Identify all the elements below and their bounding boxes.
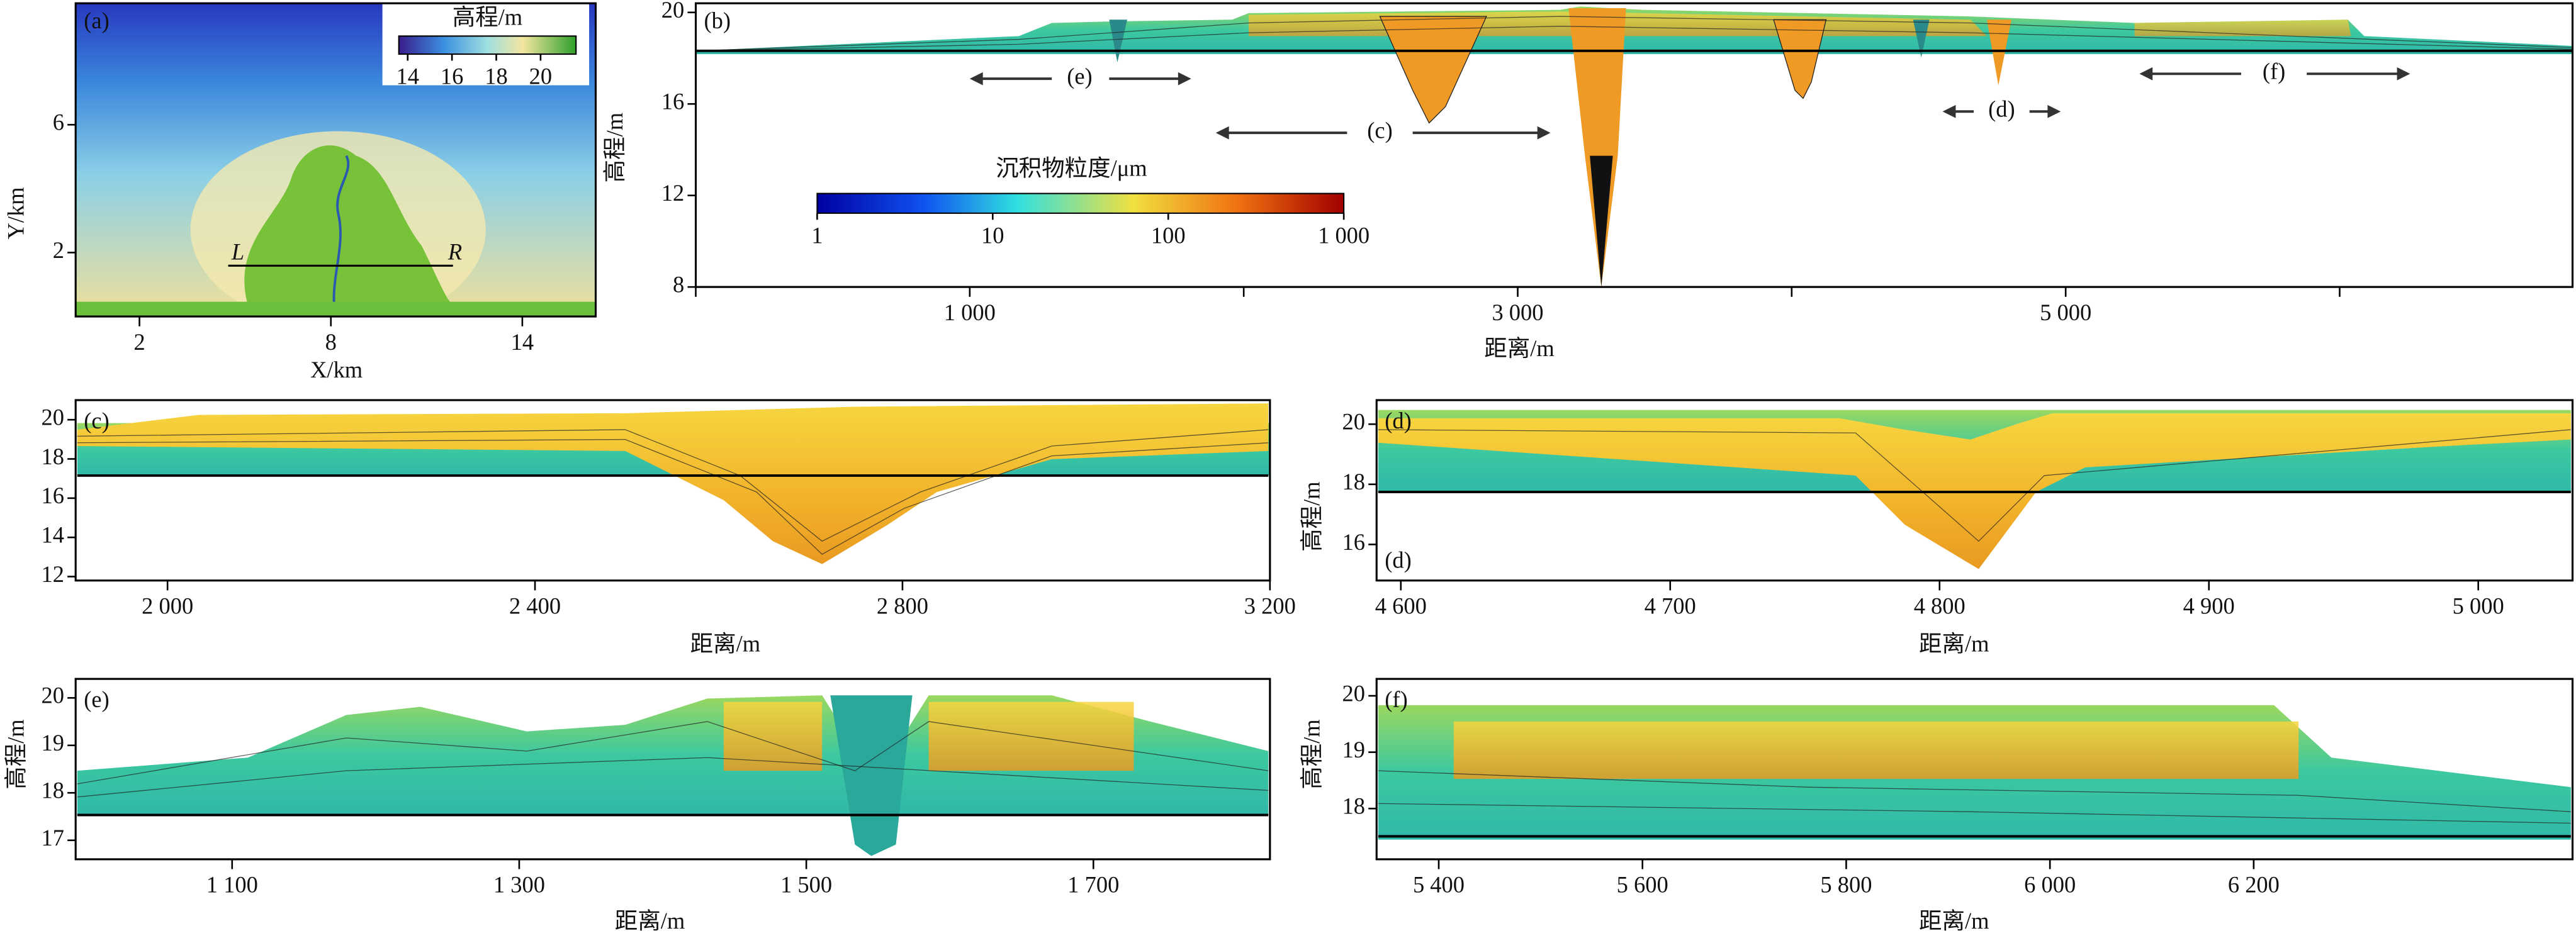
panel-label: (c) <box>84 408 110 433</box>
y-axis-label: Y/km <box>3 187 28 239</box>
x-axis-label: 距离/m <box>1919 908 1989 934</box>
colorbar-tick-label: 10 <box>981 222 1004 248</box>
y-axis-label: 高程/m <box>1299 481 1325 551</box>
plot-frame <box>74 399 1271 582</box>
x-tick-label: 2 400 <box>509 593 561 618</box>
annotation: (c) <box>1367 118 1393 143</box>
y-tick-label: 6 <box>53 109 64 135</box>
section-image <box>77 403 1270 564</box>
section-image <box>1378 410 2571 569</box>
y-tick-label: 14 <box>41 522 64 548</box>
y-tick-label: 20 <box>1342 680 1365 706</box>
y-tick-label: 12 <box>41 561 64 587</box>
x-tick-label: 2 800 <box>877 593 928 618</box>
y-axis-label: 高程/m <box>602 113 627 182</box>
y-tick-label: 20 <box>1342 409 1365 435</box>
x-tick-label: 1 500 <box>780 872 832 898</box>
y-tick-label: 20 <box>41 683 64 708</box>
panel-label: (a) <box>84 8 110 33</box>
x-tick-label: 4 800 <box>1914 593 1966 618</box>
y-tick-label: 18 <box>1342 793 1365 819</box>
section-image <box>1378 705 2571 840</box>
x-tick-label: 5 600 <box>1617 872 1668 898</box>
colorbar-tick-label: 14 <box>397 63 419 89</box>
y-tick-label: 18 <box>41 444 64 469</box>
x-tick-label: 5 000 <box>2453 593 2504 618</box>
plot-frame <box>694 2 2574 288</box>
colorbar <box>816 193 1345 214</box>
y-tick-label: 18 <box>41 778 64 803</box>
y-tick-label: 16 <box>1342 529 1365 555</box>
annotation: L <box>231 238 244 264</box>
annotation: (e) <box>1067 63 1093 89</box>
plot-frame <box>1375 678 2574 861</box>
y-tick-label: 19 <box>41 730 64 756</box>
x-tick-label: 5 000 <box>2040 299 2091 325</box>
x-axis-label: 距离/m <box>615 908 685 934</box>
plot-frame <box>74 678 1271 861</box>
y-tick-label: 18 <box>1342 469 1365 494</box>
y-tick-label: 16 <box>41 483 64 508</box>
colorbar-title: 沉积物粒度/μm <box>996 155 1147 181</box>
colorbar-tick-label: 1 000 <box>1318 222 1370 248</box>
section-image <box>695 6 2573 288</box>
panel-label: (b) <box>704 8 731 33</box>
x-axis-label: X/km <box>310 357 363 382</box>
x-axis-label: 距离/m <box>1919 630 1989 656</box>
annotation: (d) <box>1988 96 2015 122</box>
x-tick-label: 5 400 <box>1413 872 1465 898</box>
y-tick-label: 20 <box>661 0 684 23</box>
colorbar-title: 高程/m <box>453 4 522 30</box>
y-tick-label: 19 <box>1342 737 1365 762</box>
x-tick-label: 8 <box>325 329 337 355</box>
y-tick-label: 12 <box>661 180 684 206</box>
x-tick-label: 5 800 <box>1820 872 1872 898</box>
colorbar-tick-label: 100 <box>1151 222 1186 248</box>
y-tick-label: 17 <box>41 825 64 851</box>
x-tick-label: 1 300 <box>493 872 545 898</box>
colorbar-tick-label: 20 <box>529 63 552 89</box>
x-tick-label: 3 200 <box>1244 593 1296 618</box>
x-tick-label: 1 100 <box>206 872 258 898</box>
y-tick-label: 16 <box>661 89 684 114</box>
x-tick-label: 2 000 <box>142 593 193 618</box>
panel-label: (d) <box>1385 408 1412 433</box>
section-image <box>77 695 1269 856</box>
x-tick-label: 4 700 <box>1645 593 1696 618</box>
y-axis-label: 高程/m <box>1299 719 1325 789</box>
annotation: R <box>447 238 462 264</box>
x-tick-label: 1 700 <box>1067 872 1119 898</box>
colorbar-tick-label: 18 <box>485 63 507 89</box>
y-tick-label: 8 <box>673 272 684 298</box>
x-tick-label: 6 000 <box>2024 872 2076 898</box>
panel-label: (f) <box>1385 686 1407 712</box>
plot-frame <box>1375 399 2574 582</box>
x-tick-label: 1 000 <box>944 299 996 325</box>
y-tick-label: 2 <box>53 237 64 263</box>
x-tick-label: 4 600 <box>1375 593 1427 618</box>
colorbar-tick-label: 1 <box>811 222 823 248</box>
y-axis-label: 高程/m <box>3 719 28 789</box>
x-axis-label: 距离/m <box>690 630 760 656</box>
x-tick-label: 14 <box>511 329 534 355</box>
x-tick-label: 2 <box>133 329 145 355</box>
x-tick-label: 3 000 <box>1492 299 1543 325</box>
panel-label: (e) <box>84 686 110 712</box>
x-tick-label: 4 900 <box>2183 593 2235 618</box>
colorbar-tick-label: 16 <box>441 63 463 89</box>
annotation: (f) <box>2263 59 2285 84</box>
x-axis-label: 距离/m <box>1484 335 1554 361</box>
colorbar <box>398 35 577 55</box>
plot-frame <box>74 2 597 318</box>
annotation-arrows <box>969 67 2410 140</box>
x-tick-label: 6 200 <box>2228 872 2280 898</box>
y-tick-label: 20 <box>41 405 64 430</box>
annotation: (d) <box>1385 547 1412 572</box>
